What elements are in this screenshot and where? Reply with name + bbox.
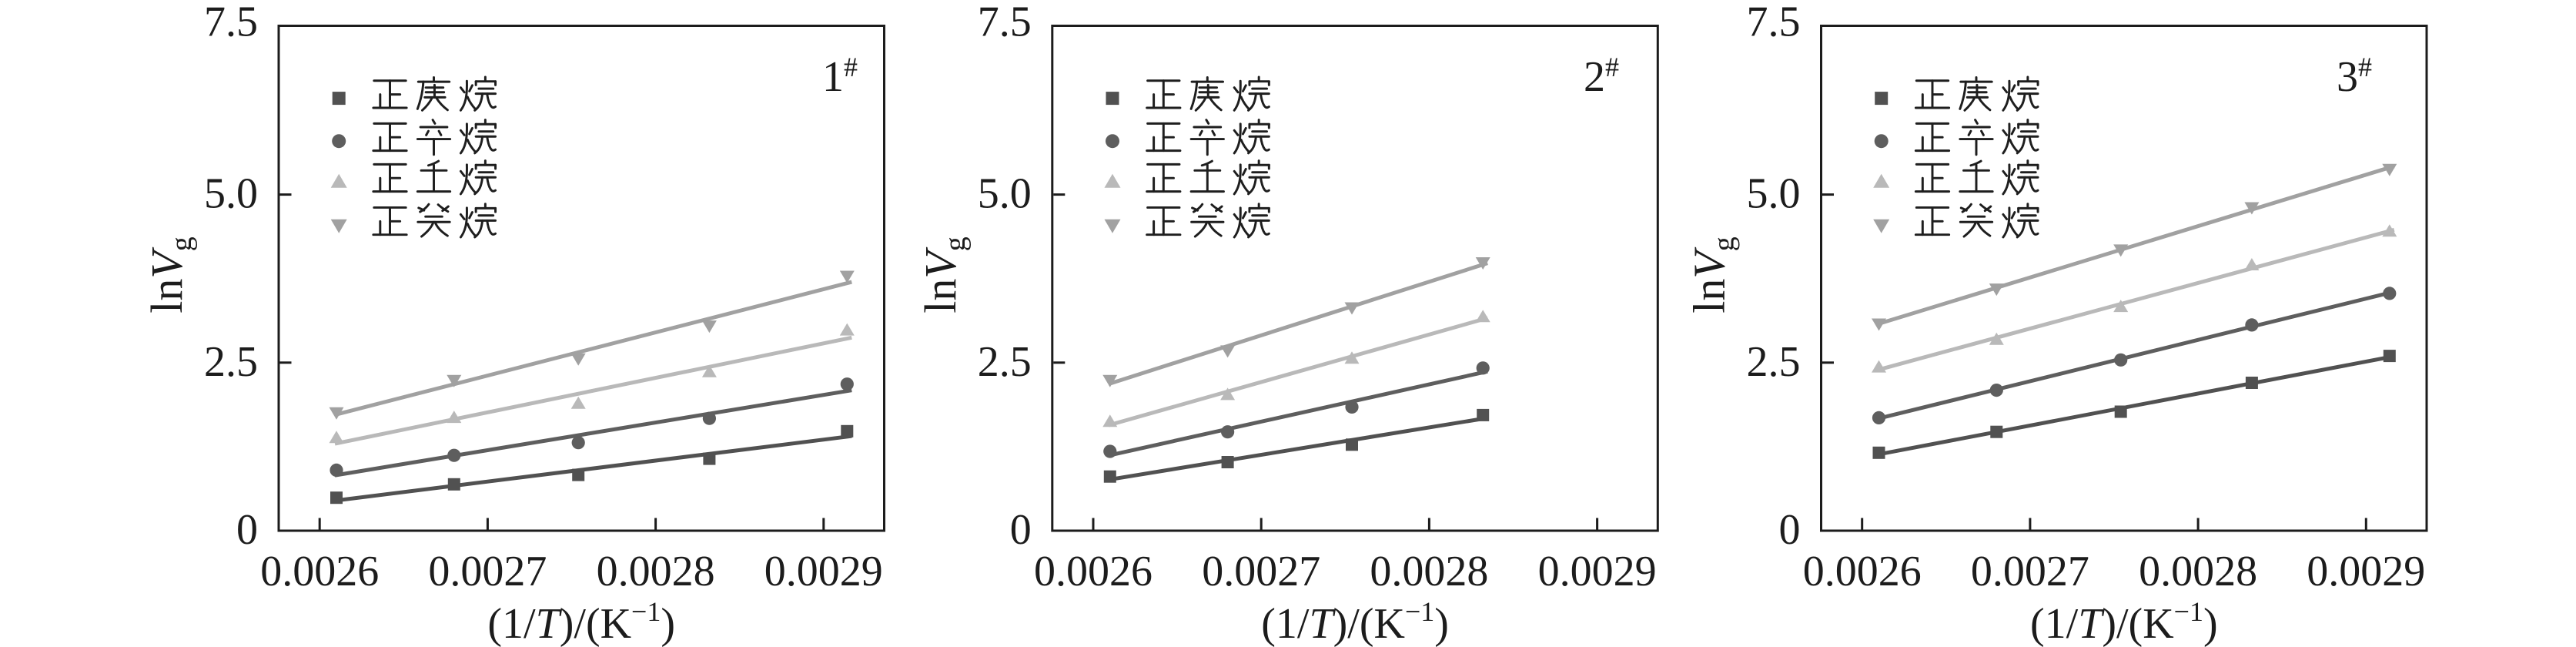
svg-text:0.0029: 0.0029	[2307, 548, 2425, 595]
svg-text:0.0027: 0.0027	[428, 548, 547, 595]
svg-text:0.0027: 0.0027	[1971, 548, 2089, 595]
svg-text:0.0026: 0.0026	[260, 548, 379, 595]
svg-text:0.0029: 0.0029	[764, 548, 883, 595]
svg-text:0: 0	[1010, 506, 1032, 554]
svg-text:5.0: 5.0	[1747, 170, 1801, 218]
svg-text:0.0028: 0.0028	[597, 548, 715, 595]
svg-text:0.0028: 0.0028	[1370, 548, 1488, 595]
svg-text:5.0: 5.0	[978, 170, 1032, 218]
svg-text:0: 0	[236, 506, 258, 554]
svg-text:0.0026: 0.0026	[1034, 548, 1153, 595]
svg-text:0.0026: 0.0026	[1803, 548, 1922, 595]
svg-text:7.5: 7.5	[1747, 0, 1801, 46]
svg-text:0.0028: 0.0028	[2139, 548, 2257, 595]
svg-text:0: 0	[1779, 506, 1801, 554]
svg-text:0.0027: 0.0027	[1202, 548, 1320, 595]
svg-text:2.5: 2.5	[204, 338, 258, 386]
svg-text:2.5: 2.5	[1747, 338, 1801, 386]
svg-text:5.0: 5.0	[204, 170, 258, 218]
svg-text:7.5: 7.5	[204, 0, 258, 46]
svg-text:2.5: 2.5	[978, 338, 1032, 386]
svg-text:0.0029: 0.0029	[1538, 548, 1657, 595]
svg-text:2#: 2#	[1584, 52, 1619, 101]
svg-text:7.5: 7.5	[978, 0, 1032, 46]
